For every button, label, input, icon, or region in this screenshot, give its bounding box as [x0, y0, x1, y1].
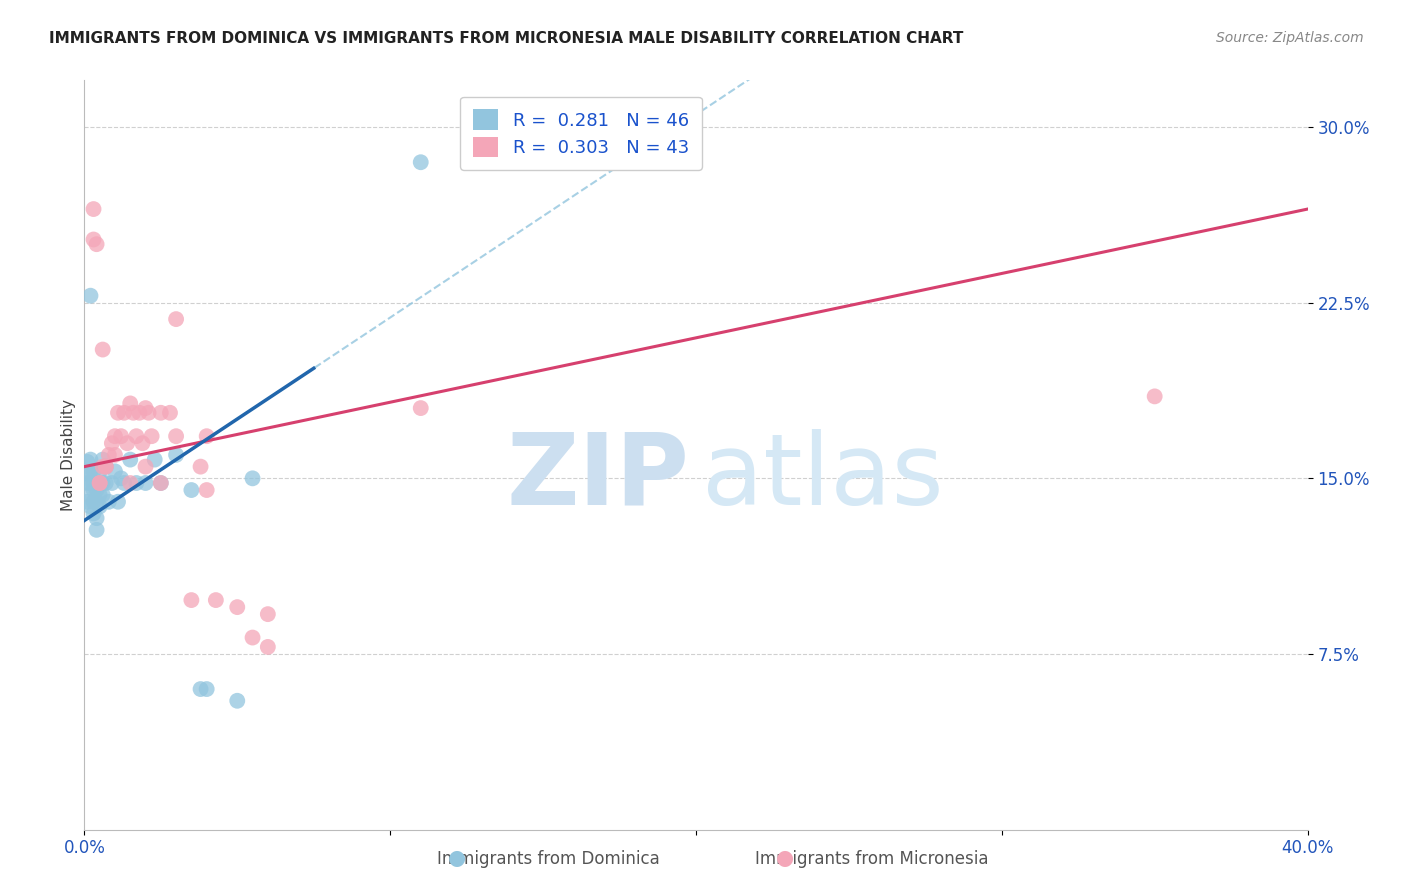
Point	[101, 436, 124, 450]
Point	[97, 494, 120, 508]
Point	[97, 448, 120, 462]
Point	[226, 600, 249, 615]
Point	[165, 312, 187, 326]
Point	[195, 483, 218, 497]
Point	[79, 464, 101, 478]
Point	[242, 471, 264, 485]
Text: ●: ●	[449, 848, 465, 868]
Point	[143, 452, 166, 467]
Point	[190, 459, 212, 474]
Text: atlas: atlas	[702, 429, 943, 526]
Point	[104, 464, 127, 478]
Point	[91, 452, 114, 467]
Point	[94, 476, 117, 491]
Point	[79, 289, 101, 303]
Point	[257, 607, 280, 621]
Point	[149, 476, 172, 491]
Point	[79, 452, 101, 467]
Point	[226, 694, 249, 708]
Point	[409, 155, 432, 169]
Point	[83, 232, 105, 246]
Point	[180, 593, 202, 607]
Point	[112, 406, 135, 420]
Point	[83, 507, 105, 521]
Point	[110, 471, 132, 485]
Point	[79, 476, 101, 491]
Point	[205, 593, 228, 607]
Point	[83, 202, 105, 216]
Point	[76, 455, 98, 469]
Point	[79, 488, 101, 502]
Text: ZIP: ZIP	[508, 429, 690, 526]
Point	[91, 459, 114, 474]
Point	[89, 476, 111, 491]
Point	[89, 464, 111, 478]
Point	[1143, 389, 1166, 403]
Point	[76, 467, 98, 481]
Point	[110, 429, 132, 443]
Point	[104, 448, 127, 462]
Point	[120, 476, 142, 491]
Point	[257, 640, 280, 654]
Point	[91, 488, 114, 502]
Point	[180, 483, 202, 497]
Point	[79, 500, 101, 514]
Point	[86, 494, 108, 508]
Point	[115, 436, 138, 450]
Point	[107, 494, 129, 508]
Point	[86, 523, 108, 537]
Point	[122, 406, 145, 420]
Point	[135, 459, 157, 474]
Point	[94, 459, 117, 474]
Point	[409, 401, 432, 416]
Point	[195, 429, 218, 443]
Point	[141, 429, 163, 443]
Point	[83, 464, 105, 478]
Legend: R =  0.281   N = 46, R =  0.303   N = 43: R = 0.281 N = 46, R = 0.303 N = 43	[460, 97, 702, 170]
Point	[149, 476, 172, 491]
Point	[94, 459, 117, 474]
Point	[128, 406, 150, 420]
Point	[195, 682, 218, 697]
Point	[159, 406, 181, 420]
Text: ●: ●	[776, 848, 793, 868]
Point	[76, 494, 98, 508]
Point	[120, 396, 142, 410]
Point	[91, 343, 114, 357]
Point	[91, 476, 114, 491]
Y-axis label: Male Disability: Male Disability	[60, 399, 76, 511]
Point	[86, 483, 108, 497]
Point	[83, 483, 105, 497]
Text: IMMIGRANTS FROM DOMINICA VS IMMIGRANTS FROM MICRONESIA MALE DISABILITY CORRELATI: IMMIGRANTS FROM DOMINICA VS IMMIGRANTS F…	[49, 31, 963, 46]
Point	[125, 429, 148, 443]
Point	[120, 452, 142, 467]
Text: Immigrants from Dominica: Immigrants from Dominica	[437, 850, 659, 868]
Point	[94, 459, 117, 474]
Point	[83, 476, 105, 491]
Point	[89, 500, 111, 514]
Point	[125, 476, 148, 491]
Point	[104, 429, 127, 443]
Point	[242, 631, 264, 645]
Point	[138, 406, 160, 420]
Point	[86, 237, 108, 252]
Point	[165, 429, 187, 443]
Point	[89, 476, 111, 491]
Point	[101, 476, 124, 491]
Point	[135, 401, 157, 416]
Point	[165, 448, 187, 462]
Point	[86, 511, 108, 525]
Point	[83, 494, 105, 508]
Point	[76, 476, 98, 491]
Text: Immigrants from Micronesia: Immigrants from Micronesia	[755, 850, 988, 868]
Point	[89, 476, 111, 491]
Point	[89, 488, 111, 502]
Point	[190, 682, 212, 697]
Point	[131, 436, 153, 450]
Point	[112, 476, 135, 491]
Text: Source: ZipAtlas.com: Source: ZipAtlas.com	[1216, 31, 1364, 45]
Point	[135, 476, 157, 491]
Point	[149, 406, 172, 420]
Point	[107, 406, 129, 420]
